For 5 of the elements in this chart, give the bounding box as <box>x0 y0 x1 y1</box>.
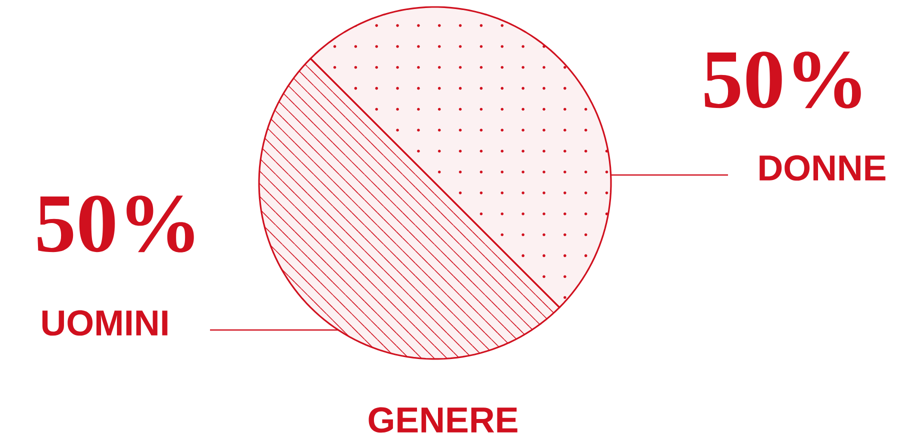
slice-label: DONNE <box>760 155 886 181</box>
data-label: 50% <box>38 196 194 252</box>
data-label: 50% <box>704 52 861 108</box>
slice-label: UOMINI <box>42 310 168 336</box>
text: GENERE <box>368 407 518 433</box>
